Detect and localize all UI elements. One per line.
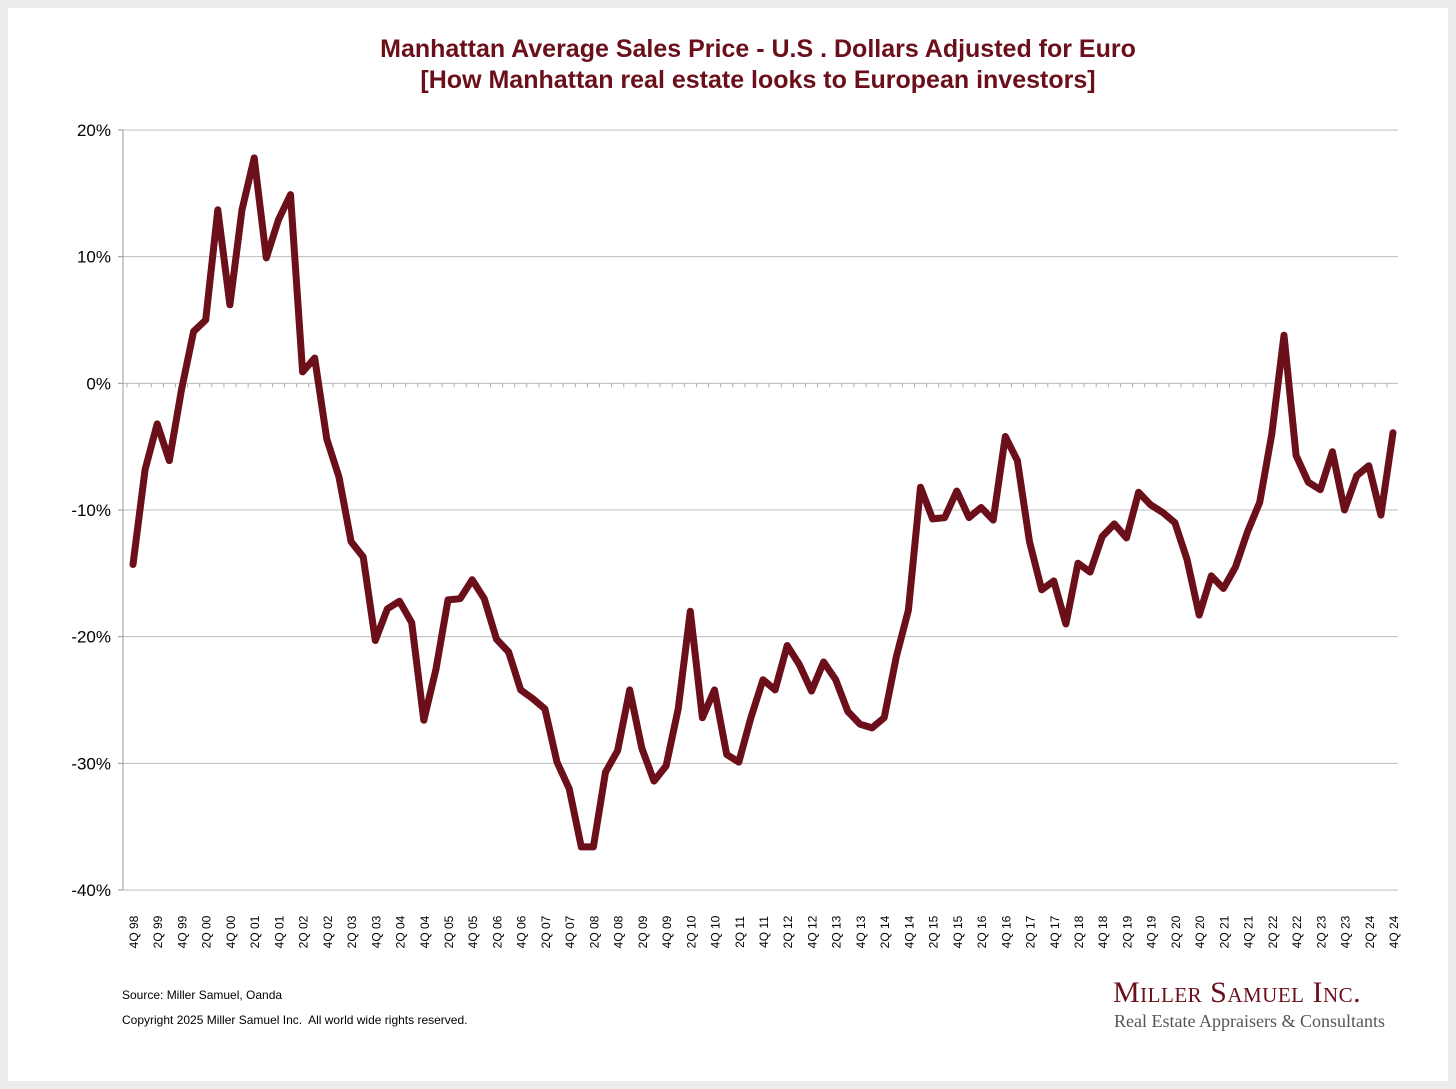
x-tick-label: 4Q 08: [612, 915, 626, 948]
x-tick-label: 2Q 03: [345, 915, 359, 948]
x-tick-label: 2Q 01: [248, 915, 262, 948]
y-tick-label: -20%: [71, 628, 111, 647]
x-tick-label: 4Q 00: [224, 915, 238, 948]
chart-title: Manhattan Average Sales Price - U.S . Do…: [380, 35, 1136, 63]
chart-subtitle: [How Manhattan real estate looks to Euro…: [420, 66, 1096, 94]
y-tick-label: 0%: [86, 374, 111, 393]
x-tick-label: 4Q 09: [660, 915, 674, 948]
source-note: Source: Miller Samuel, Oanda: [122, 988, 283, 1002]
x-tick-label: 2Q 12: [781, 915, 795, 948]
x-tick-label: 2Q 14: [878, 915, 892, 948]
x-tick-label: 4Q 15: [951, 915, 965, 948]
x-tick-label: 2Q 05: [442, 915, 456, 948]
x-tick-label: 4Q 23: [1339, 915, 1353, 948]
x-tick-label: 4Q 16: [999, 915, 1013, 948]
x-tick-label: 2Q 06: [490, 915, 504, 948]
x-tick-label: 2Q 24: [1363, 915, 1377, 948]
y-tick-label: 10%: [77, 248, 111, 267]
x-tick-label: 4Q 07: [563, 915, 577, 948]
x-tick-label: 2Q 23: [1314, 915, 1328, 948]
x-tick-label: 2Q 22: [1266, 915, 1280, 948]
x-tick-label: 4Q 98: [127, 915, 141, 948]
y-tick-label: -30%: [71, 754, 111, 773]
x-tick-label: 4Q 18: [1096, 915, 1110, 948]
x-tick-label: 2Q 11: [733, 916, 747, 948]
y-tick-label: -10%: [71, 501, 111, 520]
x-tick-label: 2Q 02: [297, 915, 311, 948]
x-tick-label: 4Q 12: [805, 915, 819, 948]
x-tick-label: 4Q 14: [902, 915, 916, 948]
x-tick-label: 4Q 99: [175, 915, 189, 948]
x-tick-label: 2Q 04: [394, 915, 408, 948]
x-tick-label: 4Q 05: [466, 915, 480, 948]
x-tick-label: 2Q 15: [927, 915, 941, 948]
x-tick-label: 4Q 22: [1290, 915, 1304, 948]
chart-title-block: Manhattan Average Sales Price - U.S . Do…: [0, 34, 1456, 96]
y-tick-label: -40%: [71, 881, 111, 900]
x-tick-label: 4Q 19: [1145, 915, 1159, 948]
x-tick-label: 2Q 16: [975, 915, 989, 948]
x-tick-label: 2Q 10: [684, 915, 698, 948]
x-tick-label: 4Q 01: [272, 915, 286, 948]
x-tick-label: 4Q 13: [854, 915, 868, 948]
x-tick-label: 2Q 17: [1024, 915, 1038, 948]
x-tick-label: 2Q 20: [1169, 915, 1183, 948]
x-tick-label: 4Q 17: [1048, 915, 1062, 948]
x-tick-label: 4Q 02: [321, 915, 335, 948]
x-tick-label: 2Q 13: [830, 915, 844, 948]
x-tick-label: 4Q 20: [1193, 915, 1207, 948]
company-logo-tagline: Real Estate Appraisers & Consultants: [1114, 1011, 1385, 1031]
copyright-note: Copyright 2025 Miller Samuel Inc. All wo…: [122, 1013, 468, 1027]
x-tick-label: 2Q 08: [587, 915, 601, 948]
x-tick-label: 4Q 03: [369, 915, 383, 948]
x-tick-label: 4Q 11: [757, 916, 771, 948]
x-tick-label: 2Q 07: [539, 915, 553, 948]
x-tick-label: 4Q 24: [1387, 915, 1401, 948]
x-tick-label: 2Q 00: [200, 915, 214, 948]
x-tick-label: 4Q 06: [515, 915, 529, 948]
company-logo-name: Miller Samuel Inc.: [1113, 976, 1362, 1009]
x-tick-label: 2Q 19: [1120, 915, 1134, 948]
series-line: [129, 154, 1397, 851]
x-tick-label: 4Q 10: [709, 915, 723, 948]
x-tick-label: 4Q 04: [418, 915, 432, 948]
y-tick-label: 20%: [77, 121, 111, 140]
x-tick-label: 2Q 09: [636, 915, 650, 948]
x-tick-label: 2Q 21: [1217, 915, 1231, 948]
x-tick-label: 4Q 21: [1242, 915, 1256, 948]
x-tick-label: 2Q 18: [1072, 915, 1086, 948]
x-tick-label: 2Q 99: [151, 915, 165, 948]
